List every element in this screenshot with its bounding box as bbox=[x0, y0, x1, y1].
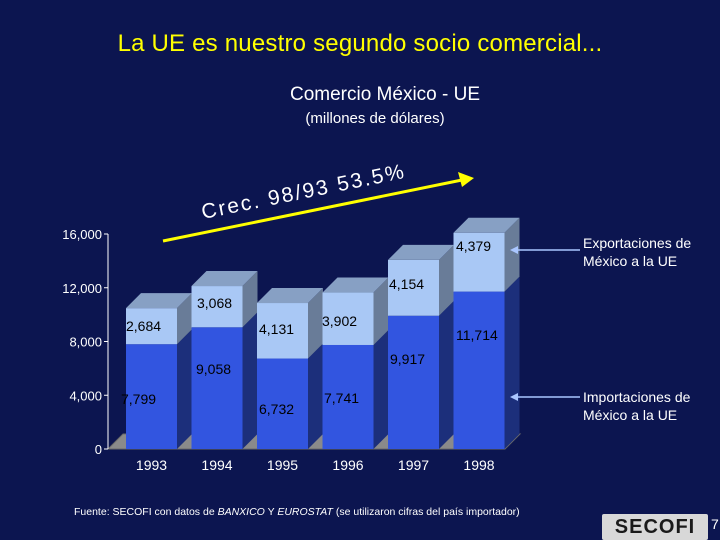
bar-imports-side bbox=[439, 300, 454, 449]
bar-imports bbox=[453, 291, 505, 449]
growth-arrow-line bbox=[162, 178, 463, 243]
legend-exports: Exportaciones de México a la UE bbox=[583, 235, 692, 269]
x-tick-label: 1998 bbox=[463, 457, 494, 473]
legend-imports: Importaciones de México a la UE bbox=[583, 389, 691, 423]
bar-exports bbox=[126, 308, 177, 345]
y-tick-label: 8,000 bbox=[69, 335, 102, 350]
data-label-exports: 4,154 bbox=[389, 276, 424, 292]
plot-back bbox=[108, 219, 123, 449]
data-label-imports: 6,732 bbox=[259, 401, 294, 417]
bar-exports-side bbox=[242, 271, 258, 328]
data-label-exports: 2,684 bbox=[126, 318, 161, 334]
growth-arrow-head bbox=[458, 172, 474, 187]
legend-arrow-imports bbox=[510, 393, 518, 401]
source-footnote: Fuente: SECOFI con datos de BANXICO Y EU… bbox=[74, 506, 520, 518]
bar-exports bbox=[453, 232, 505, 292]
bar-exports-top bbox=[257, 288, 323, 304]
data-label-exports: 3,068 bbox=[197, 295, 232, 311]
growth-label: Crec. 98/93 53.5% bbox=[199, 160, 407, 224]
chart-units: (millones de dólares) bbox=[305, 110, 445, 127]
x-tick-label: 1995 bbox=[267, 457, 298, 473]
slide-title: La UE es nuestro segundo socio comercial… bbox=[117, 30, 603, 57]
bar-exports-top bbox=[126, 293, 192, 309]
y-tick-label: 12,000 bbox=[62, 281, 102, 296]
data-label-exports: 4,379 bbox=[456, 238, 491, 254]
x-tick-label: 1994 bbox=[201, 457, 232, 473]
bar-exports bbox=[322, 292, 374, 345]
data-label-imports: 7,799 bbox=[121, 391, 156, 407]
data-label-exports: 4,131 bbox=[259, 321, 294, 337]
bar-imports-side bbox=[504, 276, 520, 449]
bar-imports bbox=[191, 327, 243, 449]
bar-exports-side bbox=[373, 277, 389, 345]
bar-exports bbox=[257, 303, 308, 359]
x-tick-label: 1996 bbox=[332, 457, 363, 473]
legend-arrow-exports bbox=[510, 246, 518, 254]
bar-exports-top bbox=[453, 217, 520, 233]
bar-exports-side bbox=[439, 244, 454, 316]
data-label-imports: 9,058 bbox=[196, 361, 231, 377]
bar-imports-side bbox=[373, 329, 389, 449]
bar-imports bbox=[322, 344, 374, 449]
data-label-imports: 7,741 bbox=[324, 390, 359, 406]
y-tick-label: 16,000 bbox=[62, 227, 102, 242]
bar-imports-side bbox=[177, 329, 192, 449]
bar-exports-side bbox=[308, 288, 323, 359]
data-label-imports: 9,917 bbox=[390, 351, 425, 367]
x-tick-label: 1993 bbox=[136, 457, 167, 473]
data-label-imports: 11,714 bbox=[456, 327, 498, 343]
bar-exports-side bbox=[177, 293, 192, 345]
page-number: 7 bbox=[711, 516, 719, 532]
bar-exports-top bbox=[322, 277, 389, 293]
secofi-logo: SECOFI bbox=[602, 514, 708, 540]
bar-imports bbox=[257, 358, 308, 449]
x-tick-label: 1997 bbox=[398, 457, 429, 473]
y-tick-label: 0 bbox=[95, 442, 102, 457]
bar-exports-side bbox=[504, 217, 520, 292]
data-label-exports: 3,902 bbox=[322, 313, 357, 329]
bar-imports bbox=[126, 344, 177, 449]
bar-imports-side bbox=[308, 343, 323, 449]
y-tick-label: 4,000 bbox=[69, 388, 102, 403]
bar-exports-top bbox=[191, 271, 258, 287]
bar-exports bbox=[388, 259, 439, 316]
chart-subtitle: Comercio México - UE bbox=[289, 84, 481, 105]
bar-exports bbox=[191, 286, 243, 328]
bar-imports-side bbox=[242, 312, 258, 449]
bar-imports bbox=[388, 315, 439, 449]
bar-exports-top bbox=[388, 244, 454, 260]
